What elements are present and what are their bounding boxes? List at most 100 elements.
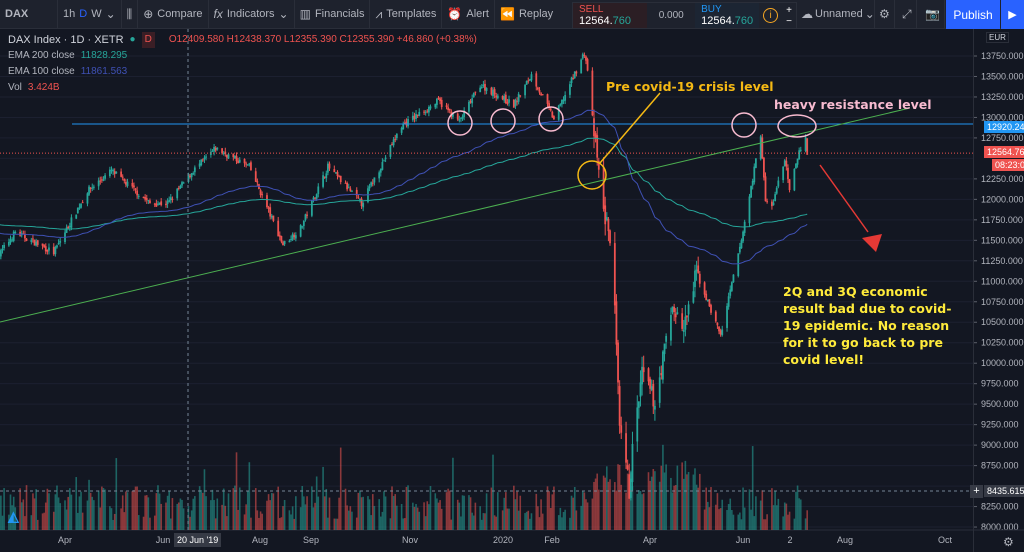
volume-bar	[378, 499, 380, 530]
interval-w[interactable]: W	[91, 8, 102, 20]
symbol-search[interactable]: DAX	[0, 0, 58, 29]
compare-button[interactable]: ⊕ Compare	[138, 0, 209, 29]
snapshot-button[interactable]: 📷	[921, 0, 945, 29]
volume-bar	[8, 514, 10, 530]
price-chart[interactable]: 13750.000 13500.000 13250.000 13000.000 1275…	[0, 29, 1024, 552]
add-alert-plus-icon[interactable]: +	[970, 485, 983, 498]
currency-label[interactable]: EUR	[986, 32, 1009, 43]
fullscreen-button[interactable]: ⤢	[898, 0, 917, 29]
volume-bar	[404, 518, 406, 530]
interval-d[interactable]: D	[79, 8, 88, 20]
alert-button[interactable]: ⏰ Alert	[442, 0, 495, 29]
volume-bar	[739, 512, 741, 530]
tradingview-logo[interactable]: ◭	[8, 508, 19, 524]
candle-body	[131, 182, 134, 187]
candle-body	[349, 188, 352, 191]
candle-body	[12, 231, 15, 241]
candle-body	[482, 84, 485, 87]
vol-value: 3.424B	[27, 82, 60, 93]
price-tick-label: 8250.000	[981, 502, 1019, 512]
candle-body	[572, 78, 575, 80]
volume-bar	[394, 494, 397, 530]
candle-body	[516, 101, 518, 103]
candle-body	[165, 203, 167, 206]
quantity-stepper[interactable]: + −	[782, 3, 796, 28]
templates-button[interactable]: ⩘ Templates	[370, 0, 443, 29]
plus-icon[interactable]: +	[786, 4, 792, 16]
buy-button[interactable]: BUY 12564.760	[695, 3, 760, 28]
price-tick-label: 13750.000	[981, 51, 1024, 61]
candle-body	[227, 154, 230, 159]
volume-bar	[631, 486, 634, 530]
candle-body	[418, 111, 421, 116]
candle-body	[142, 196, 145, 199]
axis-settings-gear-icon[interactable]: ⚙	[1003, 535, 1014, 549]
candle-body	[254, 171, 257, 182]
candle-body	[75, 214, 78, 219]
candle-body	[335, 172, 337, 174]
chevron-down-icon[interactable]: ⌄	[105, 7, 116, 21]
volume-bar	[562, 511, 565, 530]
candle-body	[626, 465, 629, 470]
candle-body	[596, 135, 599, 158]
candle-body	[501, 95, 504, 100]
delayed-badge: D	[141, 32, 155, 48]
pre-covid-annotation[interactable]: Pre covid-19 crisis level	[606, 79, 774, 94]
settings-button[interactable]: ⚙	[874, 0, 895, 29]
volume-bar	[461, 495, 464, 530]
candle-body	[714, 311, 717, 322]
volume-bar	[280, 517, 283, 530]
volume-bar	[535, 493, 538, 530]
financials-button[interactable]: ▥ Financials	[295, 0, 371, 29]
resistance-annotation[interactable]: heavy resistance level	[774, 97, 932, 112]
candle-body	[774, 194, 777, 202]
volume-bar	[178, 502, 180, 530]
layout-name-button[interactable]: ☁ Unnamed ⌄	[798, 0, 878, 29]
indicators-button[interactable]: fx Indicators ⌄	[209, 0, 295, 29]
volume-bar	[346, 505, 348, 530]
volume-bar	[192, 498, 195, 530]
candle-body	[484, 83, 486, 91]
play-button[interactable]: ▶	[1001, 0, 1024, 29]
pre-covid-pointer-line	[599, 92, 661, 164]
volume-bar	[102, 487, 105, 530]
volume-bar	[407, 485, 409, 530]
volume-bar	[370, 515, 372, 530]
volume-bar	[492, 454, 494, 530]
play-icon: ▶	[1008, 9, 1017, 21]
candle-body	[99, 180, 102, 182]
publish-button[interactable]: Publish	[946, 0, 1000, 29]
ema100-legend[interactable]: EMA 100 close 11861.563	[8, 64, 477, 80]
candle-body	[561, 99, 563, 105]
volume-bar	[145, 495, 148, 530]
volume-bar	[751, 446, 754, 530]
volume-bar	[32, 493, 34, 530]
volume-bar	[54, 494, 57, 530]
info-button[interactable]: i	[759, 3, 782, 28]
candle-body	[514, 99, 517, 107]
volume-bar	[764, 519, 767, 530]
candle-body	[294, 235, 297, 239]
candle-body	[389, 144, 392, 157]
volume-legend[interactable]: Vol 3.424B	[8, 80, 477, 96]
spread: 0.000	[647, 3, 695, 28]
volume-bar	[698, 473, 701, 530]
candle-body	[145, 198, 148, 200]
volume-bar	[580, 505, 582, 530]
candle-body	[674, 313, 677, 318]
replay-button[interactable]: ⏪ Replay	[495, 0, 558, 29]
chart-type-button[interactable]: ⫼	[122, 0, 139, 29]
candle-body	[580, 59, 583, 74]
volume-bar	[796, 485, 799, 530]
ema200-legend[interactable]: EMA 200 close 11828.295	[8, 48, 477, 64]
minus-icon[interactable]: −	[786, 15, 792, 27]
candle-body	[3, 244, 5, 249]
candle-body	[322, 175, 324, 187]
candle-body	[726, 306, 728, 328]
volume-bar	[86, 500, 89, 530]
volume-bar	[490, 487, 493, 530]
sell-button[interactable]: SELL 12564.760	[573, 3, 648, 28]
note-annotation[interactable]: 2Q and 3Q economic result bad due to cov…	[783, 284, 952, 367]
volume-bar	[641, 494, 643, 530]
interval-1h[interactable]: 1h	[63, 8, 76, 20]
